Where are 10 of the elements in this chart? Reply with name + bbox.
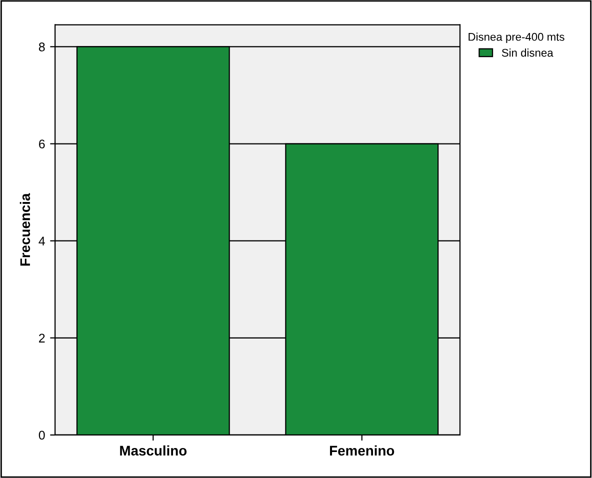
y-tick-label: 4: [38, 236, 45, 246]
y-tick-label: 0: [38, 430, 45, 440]
legend-label: Sin disnea: [502, 48, 554, 57]
x-tick-label: Femenino: [330, 445, 394, 456]
legend-title: Disnea pre-400 mts: [468, 32, 564, 43]
x-tick-label: Masculino: [120, 445, 187, 456]
y-axis-title: Frecuencia: [20, 193, 30, 266]
y-tick-label: 2: [39, 334, 45, 342]
y-tick-label: 6: [39, 140, 45, 148]
y-tick-label: 8: [38, 42, 45, 52]
